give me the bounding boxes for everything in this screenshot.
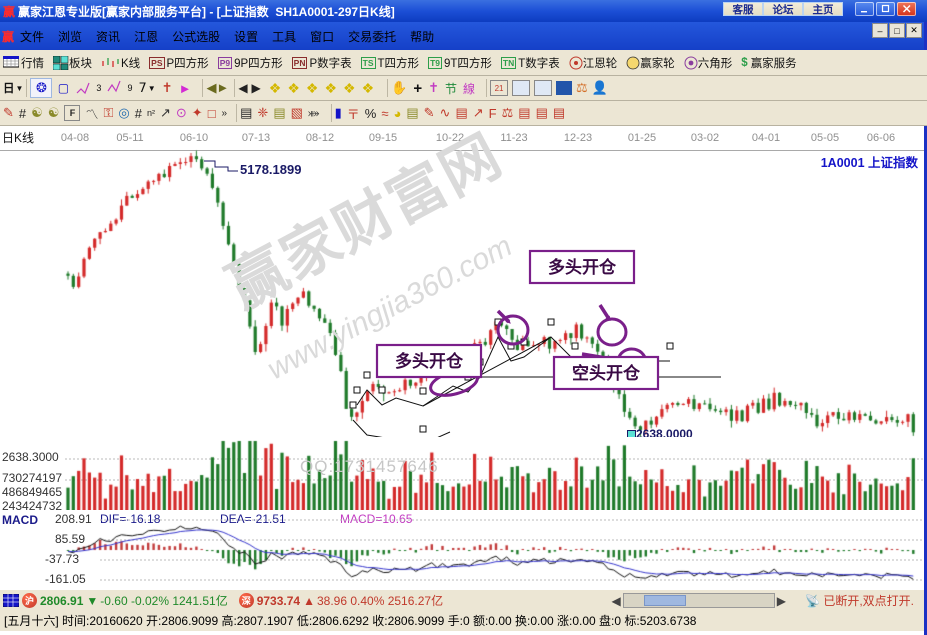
svg-text:多头开仓: 多头开仓 bbox=[548, 257, 617, 277]
svg-text:空头开仓: 空头开仓 bbox=[572, 363, 641, 383]
svg-text:多头开仓: 多头开仓 bbox=[395, 351, 464, 371]
